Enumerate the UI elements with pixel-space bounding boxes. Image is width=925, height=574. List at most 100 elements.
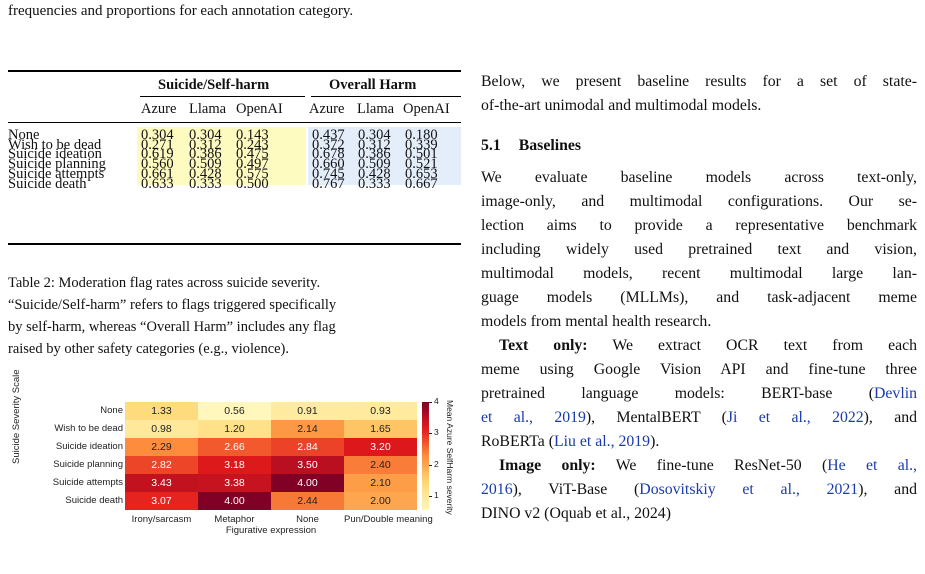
heatmap-col-label: Metaphor xyxy=(214,514,255,525)
table-caption: Table 2: Moderation flag rates across su… xyxy=(8,272,456,360)
subheader-llama-2: Llama xyxy=(357,101,395,117)
subheader-azure-1: Azure xyxy=(141,101,177,117)
heatmap-row-label: Suicide ideation xyxy=(55,441,123,452)
table-cell: 0.619 xyxy=(141,146,174,163)
heatmap-cell: 2.44 xyxy=(271,492,344,510)
table-row-label: None xyxy=(8,127,40,143)
heatmap-cell: 2.00 xyxy=(344,492,417,510)
heatmap-row-label: Suicide death xyxy=(65,495,123,506)
citation-link[interactable]: Liu et al., 2019 xyxy=(553,433,651,450)
heatmap-cell: 0.93 xyxy=(344,402,417,420)
text-only-line: et al., 2019), MentalBERT (Ji et al., 20… xyxy=(481,406,917,430)
heatmap-cell: 3.43 xyxy=(125,474,198,492)
subheader-azure-2: Azure xyxy=(309,101,345,117)
heatmap-cell: 2.29 xyxy=(125,438,198,456)
table-row-label: Suicide attempts xyxy=(8,165,105,182)
table-cell: 0.437 xyxy=(312,127,345,143)
heatmap-cell: 4.00 xyxy=(198,492,271,510)
caption-line: “Suicide/Self-harm” refers to flags trig… xyxy=(8,297,337,313)
heatmap-cell: 2.84 xyxy=(271,438,344,456)
image-only-line: DINO v2 (Oquab et al., 2024) xyxy=(481,505,671,522)
table-cell: 0.767 xyxy=(312,175,345,192)
heatmap-cell: 2.10 xyxy=(344,474,417,492)
para-line: guage models (MLLMs), and task-adjacent … xyxy=(481,289,917,306)
heatmap-cell: 2.14 xyxy=(271,420,344,438)
image-only-heading: Image only: xyxy=(499,457,596,474)
table-cell: 0.271 xyxy=(141,136,174,153)
image-only-line: 2016), ViT-Base (Dosovitskiy et al., 202… xyxy=(481,478,917,502)
heatmap-cell: 2.82 xyxy=(125,456,198,474)
citation-link[interactable]: 2016 xyxy=(481,481,513,498)
header-overall-harm: Overall Harm xyxy=(329,77,417,93)
image-only-line: Image only: We fine-tune ResNet-50 (He e… xyxy=(481,454,917,478)
header-underline-self-harm xyxy=(140,96,305,97)
text-fragment: RoBERTa ( xyxy=(481,433,554,450)
caption-line: Table 2: Moderation flag rates across su… xyxy=(8,275,321,291)
table-mid-rule xyxy=(8,122,461,123)
para-line: multimodal models, recent multimodal lar… xyxy=(481,265,917,282)
heatmap-cell: 0.56 xyxy=(198,402,271,420)
para-line: including widely used pretrained text an… xyxy=(481,241,917,258)
table-cell: 0.428 xyxy=(358,165,391,182)
heatmap-cell: 1.20 xyxy=(198,420,271,438)
heatmap-cell: 4.00 xyxy=(271,474,344,492)
table-cell: 0.521 xyxy=(405,156,438,173)
para-line: We evaluate baseline models across text-… xyxy=(481,169,917,186)
colorbar-tick-mark xyxy=(429,496,432,498)
colorbar-tick-label: 3 xyxy=(434,427,439,438)
citation-link[interactable]: et al., 2019 xyxy=(481,409,586,426)
heatmap-cell: 3.18 xyxy=(198,456,271,474)
section-number: 5.1 xyxy=(481,137,501,154)
subheader-openai-1: OpenAI xyxy=(236,101,283,117)
citation-link[interactable]: Dosovitskiy et al., 2021 xyxy=(639,481,859,498)
heatmap-cell: 1.65 xyxy=(344,420,417,438)
heatmap-col-label: None xyxy=(296,514,319,525)
citation-link[interactable]: Devlin xyxy=(874,385,917,402)
overall-harm-band xyxy=(308,127,461,185)
table-cell: 0.667 xyxy=(405,175,438,192)
table-cell: 0.661 xyxy=(141,165,174,182)
table-cell: 0.745 xyxy=(312,165,345,182)
table-cell: 0.372 xyxy=(312,136,345,153)
text-fragment: ), ViT-Base ( xyxy=(512,481,640,498)
subheader-openai-2: OpenAI xyxy=(403,101,450,117)
table-cell: 0.653 xyxy=(405,165,438,182)
heatmap-row-label: Wish to be dead xyxy=(54,423,123,434)
table-cell: 0.575 xyxy=(236,165,269,182)
table-cell: 0.304 xyxy=(358,127,391,143)
caption-line: by self-harm, whereas “Overall Harm” inc… xyxy=(8,319,336,335)
heatmap-cell: 3.50 xyxy=(271,456,344,474)
table-cell: 0.180 xyxy=(405,127,438,143)
heatmap-cell: 3.07 xyxy=(125,492,198,510)
table-cell: 0.304 xyxy=(141,127,174,143)
text-only-line: RoBERTa (Liu et al., 2019). xyxy=(481,430,917,454)
text-fragment: ). xyxy=(650,433,660,450)
table-cell: 0.560 xyxy=(141,156,174,173)
table-row-label: Suicide planning xyxy=(8,156,106,173)
text-only-line: pretrained language models: BERT-base (D… xyxy=(481,382,917,406)
citation-link[interactable]: Ji et al., 2022 xyxy=(726,409,864,426)
citation-link[interactable]: He et al., xyxy=(827,457,917,474)
table-cell: 0.475 xyxy=(236,146,269,163)
section-title: Baselines xyxy=(518,137,582,154)
table-cell: 0.143 xyxy=(236,127,269,143)
text-fragment: ), and xyxy=(858,481,917,498)
table-row-label: Suicide death xyxy=(8,175,87,192)
heatmap-col-label: Pun/Double meaning xyxy=(344,514,433,525)
heatmap-col-label: Irony/sarcasm xyxy=(131,514,192,525)
table-cell: 0.660 xyxy=(312,156,345,173)
caption-line: raised by other safety categories (e.g.,… xyxy=(8,341,290,357)
heatmap-row-labels: None Wish to be dead Suicide ideation Suici… xyxy=(8,394,123,514)
intro-line: of-the-art unimodal and multimodal model… xyxy=(481,97,762,114)
para-line: lection aims to provide a representative… xyxy=(481,217,917,234)
colorbar-ticks: 4 3 2 1 xyxy=(429,394,443,519)
colorbar-tick-label: 1 xyxy=(434,490,439,501)
self-harm-band xyxy=(137,127,306,185)
heatmap-cell: 0.98 xyxy=(125,420,198,438)
top-caption-fragment: frequencies and proportions for each ann… xyxy=(8,3,354,19)
heatmap-x-axis-title: Figurative expression xyxy=(225,525,317,536)
severity-heatmap: Suicide Severity Scale None Wish to be de… xyxy=(8,369,458,569)
heatmap-cell: 3.38 xyxy=(198,474,271,492)
text-fragment: pretrained language models: BERT-base ( xyxy=(481,385,874,402)
section-heading: 5.1 Baselines xyxy=(481,134,917,158)
